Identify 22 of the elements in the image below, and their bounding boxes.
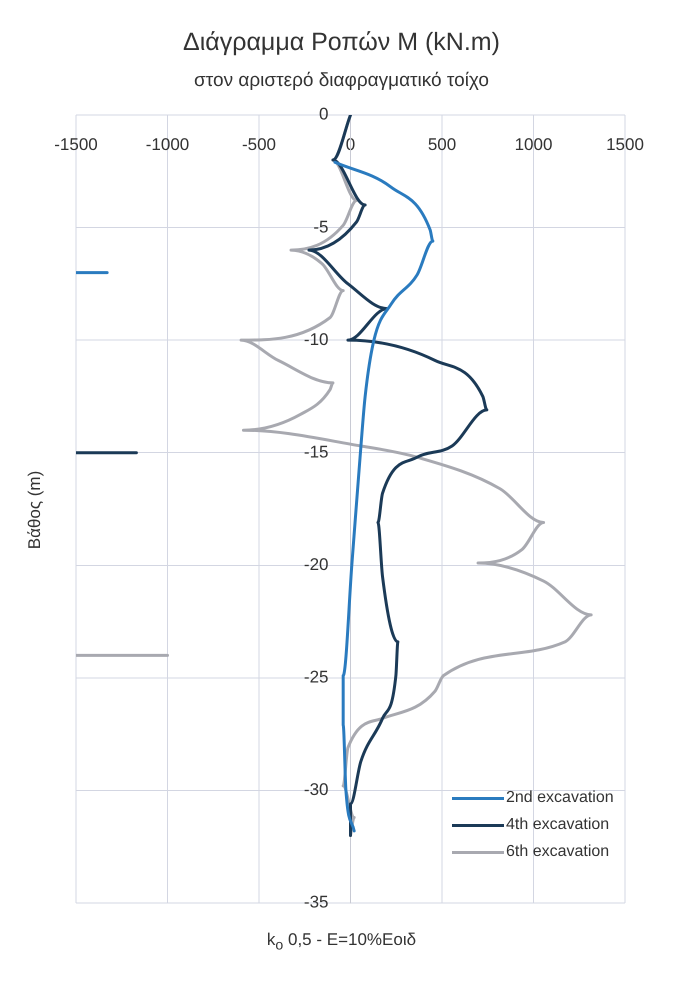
legend-label: 2nd excavation xyxy=(506,789,614,807)
y-tick-label: 0 xyxy=(319,104,328,124)
chart-subtitle: στον αριστερό διαφραγματικό τοίχο xyxy=(193,70,490,92)
y-tick-label: -15 xyxy=(304,442,328,462)
x-tick-label: -1500 xyxy=(54,134,98,154)
y-tick-label: -35 xyxy=(304,892,328,912)
y-tick-label: -20 xyxy=(304,554,328,574)
x-tick-label: 1500 xyxy=(606,134,644,154)
y-tick-label: -10 xyxy=(304,330,328,349)
x-tick-label: -1000 xyxy=(146,134,190,154)
y-tick-label: -25 xyxy=(304,668,328,687)
line-series xyxy=(333,160,434,832)
x-axis-title: k$_{o}$ 0,5 - E=10%Εοιδ xyxy=(266,930,418,954)
legend-label: 4th excavation xyxy=(506,816,610,834)
x-tick-label: 500 xyxy=(428,134,456,154)
chart-title: Διάγραμμα Ροπών Μ (kN.m) xyxy=(182,28,501,57)
y-tick-label: -5 xyxy=(313,217,328,236)
y-axis-title: Βάθος (m) xyxy=(25,470,45,550)
legend-label: 6th excavation xyxy=(506,843,610,861)
x-tick-label: 1000 xyxy=(514,134,552,154)
y-tick-label: -30 xyxy=(304,780,328,800)
x-tick-label: -500 xyxy=(242,134,276,154)
